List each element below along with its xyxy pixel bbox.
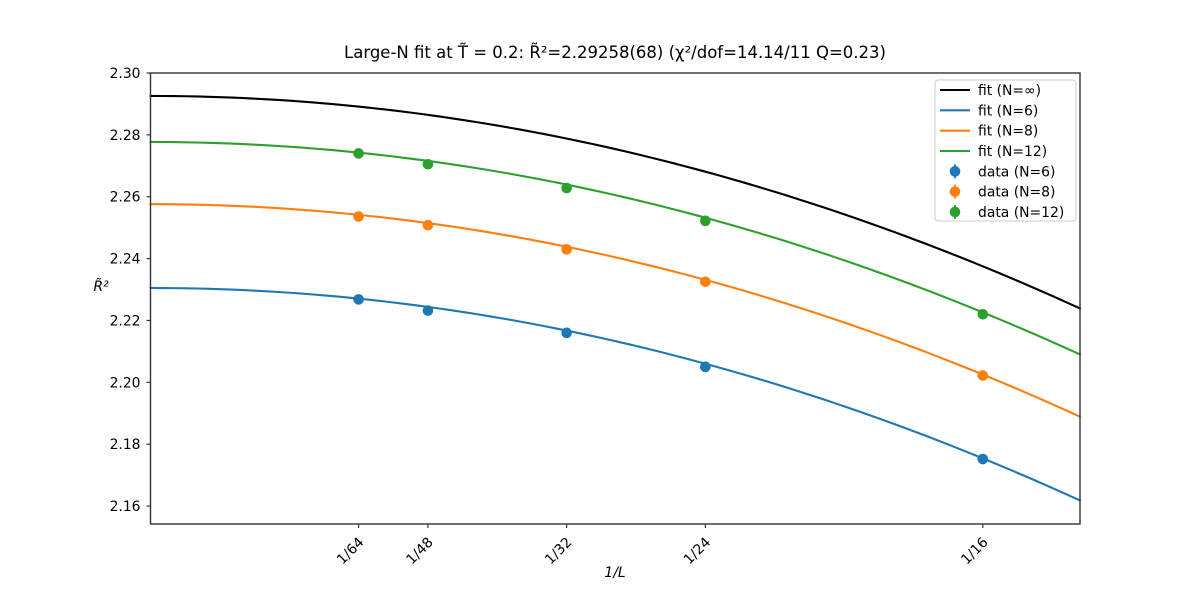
data-point <box>353 148 364 159</box>
data-point <box>977 308 989 320</box>
data-point <box>422 305 434 316</box>
x-axis-label: 1/L <box>604 565 626 581</box>
fit-curve-8 <box>149 203 1082 418</box>
chart-title: Large-N fit at T̃ = 0.2: R̃²=2.29258(68)… <box>344 43 886 62</box>
data-point <box>561 244 572 255</box>
data-point <box>422 219 434 231</box>
data-series-12 <box>353 148 989 320</box>
legend: fit (N=∞) fit (N=6) fit (N=8) fit (N=12) dat… <box>934 79 1077 222</box>
fit-curve-inf <box>149 94 1082 310</box>
data-point <box>977 453 989 465</box>
y-axis-label: R̃² <box>93 279 109 295</box>
legend-entry-label: fit (N=6) <box>978 103 1038 119</box>
y-tick-label: 2.18 <box>110 437 141 453</box>
legend-entry-label: fit (N=∞) <box>978 83 1041 99</box>
legend-entry-label: fit (N=8) <box>978 124 1038 140</box>
y-tick-label: 2.16 <box>110 499 141 515</box>
legend-marker-sample <box>949 206 961 218</box>
data-series-6 <box>353 294 989 465</box>
y-tick-label: 2.22 <box>110 313 141 329</box>
data-point <box>353 211 364 222</box>
data-point <box>700 361 711 373</box>
y-tick-label: 2.30 <box>110 66 141 82</box>
legend-entry-label: data (N=8) <box>978 185 1055 201</box>
legend-marker-sample <box>949 166 961 177</box>
data-point <box>977 370 989 381</box>
data-point <box>700 215 711 227</box>
y-tick-label: 2.24 <box>110 252 141 268</box>
y-tick-label: 2.20 <box>110 375 141 391</box>
data-point <box>561 182 572 194</box>
data-point <box>700 276 711 288</box>
fit-curve-6 <box>149 286 1082 502</box>
data-point <box>353 294 364 305</box>
legend-box <box>934 79 1077 222</box>
x-tick-label: 1/24 <box>681 534 714 567</box>
y-tick-label: 2.28 <box>110 128 141 144</box>
legend-entry-label: data (N=6) <box>978 164 1055 180</box>
data-point <box>561 327 572 339</box>
data-point <box>422 158 434 170</box>
x-tick-label: 1/32 <box>542 535 575 568</box>
x-tick-label: 1/48 <box>403 535 436 568</box>
y-tick-label: 2.26 <box>110 190 141 206</box>
legend-entry-label: fit (N=12) <box>978 144 1047 160</box>
data-series-8 <box>353 211 989 381</box>
x-tick-label: 1/64 <box>334 534 367 567</box>
legend-marker-sample <box>949 186 961 197</box>
legend-entry-label: data (N=12) <box>978 205 1064 221</box>
x-tick-label: 1/16 <box>958 535 991 568</box>
axes-spines <box>149 72 1081 525</box>
fit-curve-12 <box>149 140 1082 356</box>
